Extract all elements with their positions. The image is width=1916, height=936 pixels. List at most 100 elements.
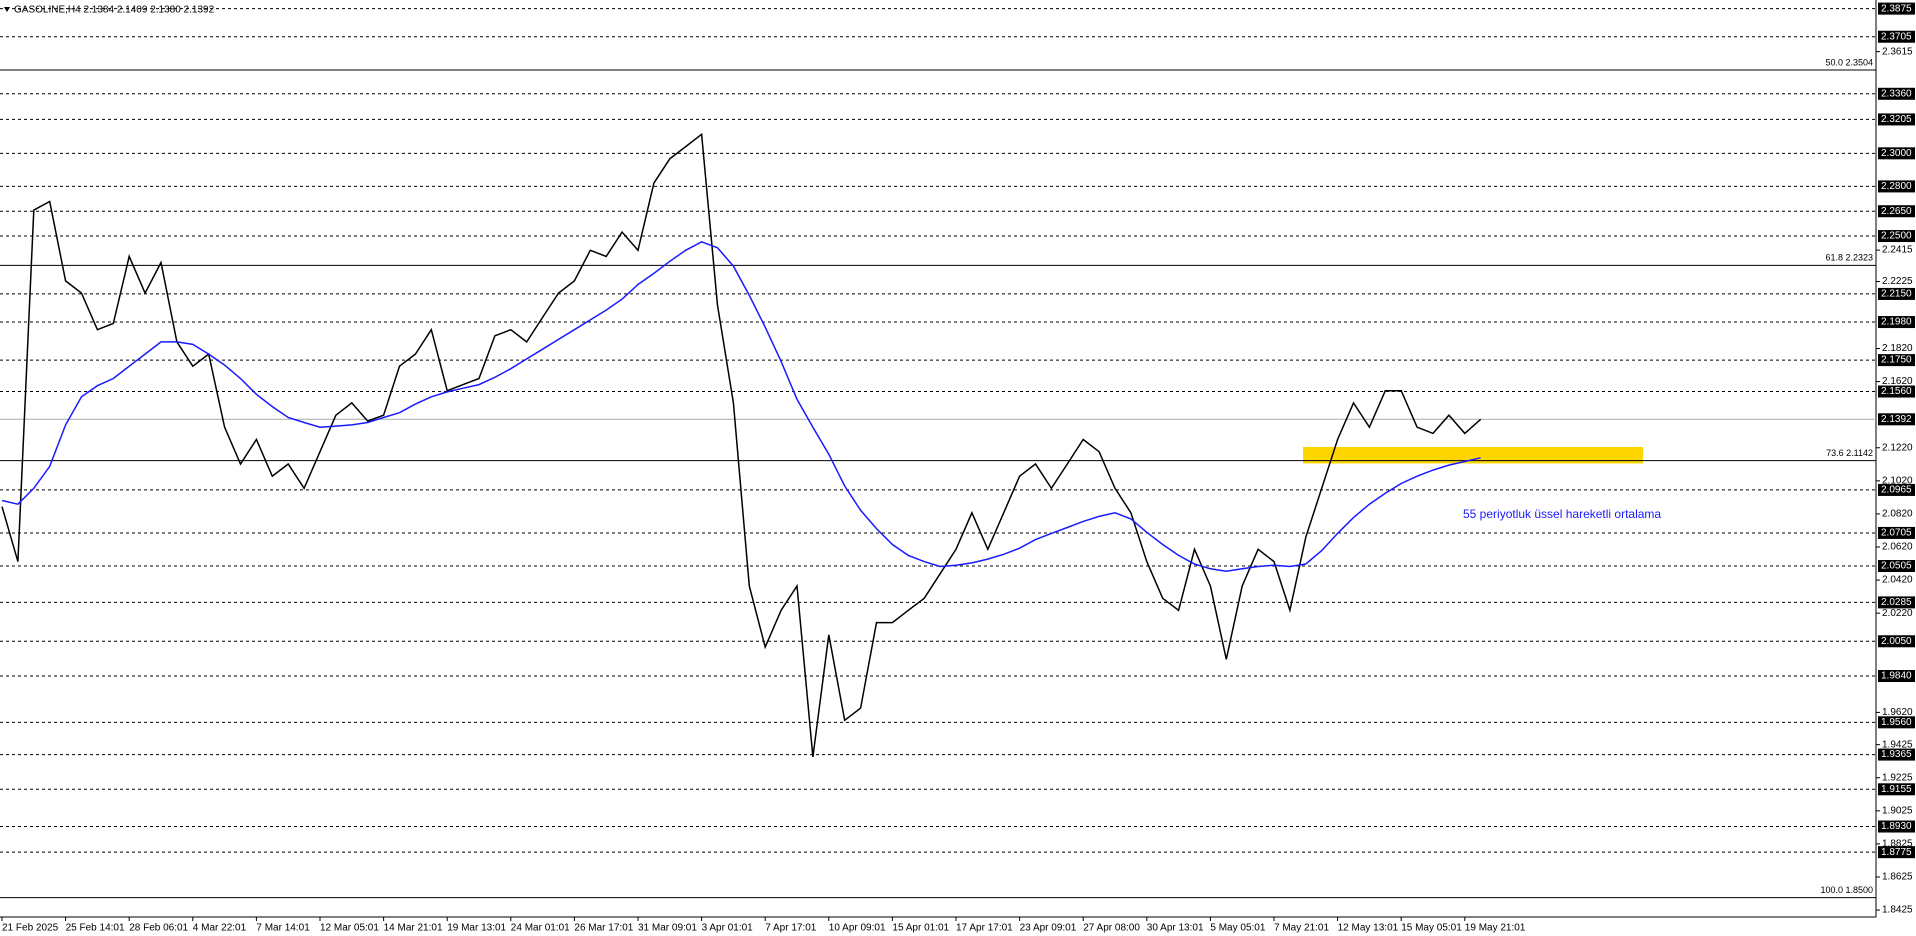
level-label: 2.3875 (1881, 3, 1912, 14)
level-label: 1.9155 (1881, 784, 1912, 795)
y-tick-label: 2.3615 (1882, 46, 1913, 57)
y-tick-label: 1.8825 (1882, 839, 1913, 850)
x-tick-label: 31 Mar 09:01 (638, 923, 697, 934)
level-label: 2.3360 (1881, 88, 1912, 99)
level-label-box (1878, 87, 1915, 100)
level-label: 1.9840 (1881, 671, 1912, 682)
level-label-box (1878, 147, 1915, 160)
y-tick-label: 1.8625 (1882, 872, 1913, 883)
x-tick-label: 14 Mar 21:01 (384, 923, 443, 934)
level-label: 2.0050 (1881, 636, 1912, 647)
x-tick-label: 12 Mar 05:01 (320, 923, 379, 934)
level-label-box (1878, 716, 1915, 729)
level-label-box (1878, 846, 1915, 859)
y-tick-label: 1.9025 (1882, 805, 1913, 816)
y-tick-label: 2.2225 (1882, 276, 1913, 287)
level-label-box (1878, 635, 1915, 648)
x-tick-label: 30 Apr 13:01 (1147, 923, 1204, 934)
level-label: 2.2150 (1881, 289, 1912, 300)
level-label: 2.1560 (1881, 386, 1912, 397)
y-tick-label: 1.8425 (1882, 905, 1913, 916)
x-tick-label: 15 May 05:01 (1401, 923, 1462, 934)
level-label-box (1878, 287, 1915, 300)
level-label-box (1878, 560, 1915, 573)
level-label-box (1878, 230, 1915, 243)
level-label: 2.0285 (1881, 597, 1912, 608)
x-tick-label: 4 Mar 22:01 (193, 923, 247, 934)
level-label-box (1878, 316, 1915, 329)
level-label-box (1878, 113, 1915, 126)
y-tick-label: 2.1020 (1882, 475, 1913, 486)
fib-label: 61.8 2.2323 (1825, 253, 1873, 263)
fib-label: 73.6 2.1142 (1826, 448, 1873, 458)
x-tick-label: 17 Apr 17:01 (956, 923, 1013, 934)
level-label: 1.8775 (1881, 847, 1912, 858)
level-label: 2.2650 (1881, 206, 1912, 217)
level-label: 2.3000 (1881, 148, 1912, 159)
chart-title: GASOLINE,H4 2.1384 2.1409 2.1380 2.1392 (14, 5, 215, 16)
level-label-box (1878, 670, 1915, 683)
x-tick-label: 21 Feb 2025 (2, 923, 59, 934)
x-tick-label: 23 Apr 09:01 (1020, 923, 1077, 934)
x-tick-label: 15 Apr 01:01 (892, 923, 949, 934)
level-label-box (1878, 205, 1915, 218)
level-label: 2.0965 (1881, 485, 1912, 496)
level-label-box (1878, 483, 1915, 496)
x-tick-label: 26 Mar 17:01 (574, 923, 633, 934)
y-tick-label: 1.9225 (1882, 772, 1913, 783)
last-price-box (1878, 413, 1915, 426)
level-label: 1.9560 (1881, 717, 1912, 728)
x-tick-label: 19 May 21:01 (1465, 923, 1526, 934)
level-label-box (1878, 2, 1915, 15)
level-label: 2.1980 (1881, 317, 1912, 328)
level-label: 2.2800 (1881, 181, 1912, 192)
fib-label: 100.0 1.8500 (1820, 885, 1873, 895)
support-zone (1303, 446, 1643, 464)
y-tick-label: 2.2415 (1882, 245, 1913, 256)
level-label: 2.3205 (1881, 114, 1912, 125)
level-label: 2.0505 (1881, 561, 1912, 572)
x-tick-label: 7 Apr 17:01 (765, 923, 817, 934)
x-tick-label: 27 Apr 08:00 (1083, 923, 1140, 934)
level-label: 1.9365 (1881, 749, 1912, 760)
y-tick-label: 1.9425 (1882, 739, 1913, 750)
price-line (1, 132, 1482, 757)
level-label: 1.8930 (1881, 821, 1912, 832)
x-tick-label: 28 Feb 06:01 (129, 923, 188, 934)
x-tick-label: 12 May 13:01 (1338, 923, 1399, 934)
x-tick-label: 10 Apr 09:01 (829, 923, 886, 934)
x-tick-label: 24 Mar 01:01 (511, 923, 570, 934)
level-label-box (1878, 596, 1915, 609)
last-price-label: 2.1392 (1881, 414, 1912, 425)
level-label-box (1878, 385, 1915, 398)
level-label: 2.3705 (1881, 31, 1912, 42)
level-label: 2.1750 (1881, 355, 1912, 366)
annotation: 55 periyotluk üssel hareketli ortalama (1463, 507, 1661, 521)
level-label: 2.2500 (1881, 231, 1912, 242)
level-label-box (1878, 783, 1915, 796)
y-tick-label: 1.9620 (1882, 707, 1913, 718)
x-tick-label: 7 May 21:01 (1274, 923, 1329, 934)
y-tick-label: 2.0820 (1882, 509, 1913, 520)
fib-label: 50.0 2.3504 (1825, 57, 1873, 67)
x-tick-label: 3 Apr 01:01 (702, 923, 754, 934)
level-label-box (1878, 526, 1915, 539)
x-tick-label: 7 Mar 14:01 (256, 923, 310, 934)
y-tick-label: 2.1620 (1882, 376, 1913, 387)
level-label-box (1878, 180, 1915, 193)
y-tick-label: 2.1220 (1882, 442, 1913, 453)
x-tick-label: 5 May 05:01 (1210, 923, 1265, 934)
level-label-box (1878, 354, 1915, 367)
x-tick-label: 19 Mar 13:01 (447, 923, 506, 934)
level-label-box (1878, 30, 1915, 43)
level-label-box (1878, 820, 1915, 833)
x-tick-label: 25 Feb 14:01 (66, 923, 125, 934)
y-tick-label: 2.1820 (1882, 343, 1913, 354)
y-tick-label: 2.0220 (1882, 608, 1913, 619)
y-tick-label: 2.0620 (1882, 542, 1913, 553)
price-line (1, 240, 1481, 573)
level-label-box (1878, 748, 1915, 761)
y-tick-label: 2.0420 (1882, 575, 1913, 586)
